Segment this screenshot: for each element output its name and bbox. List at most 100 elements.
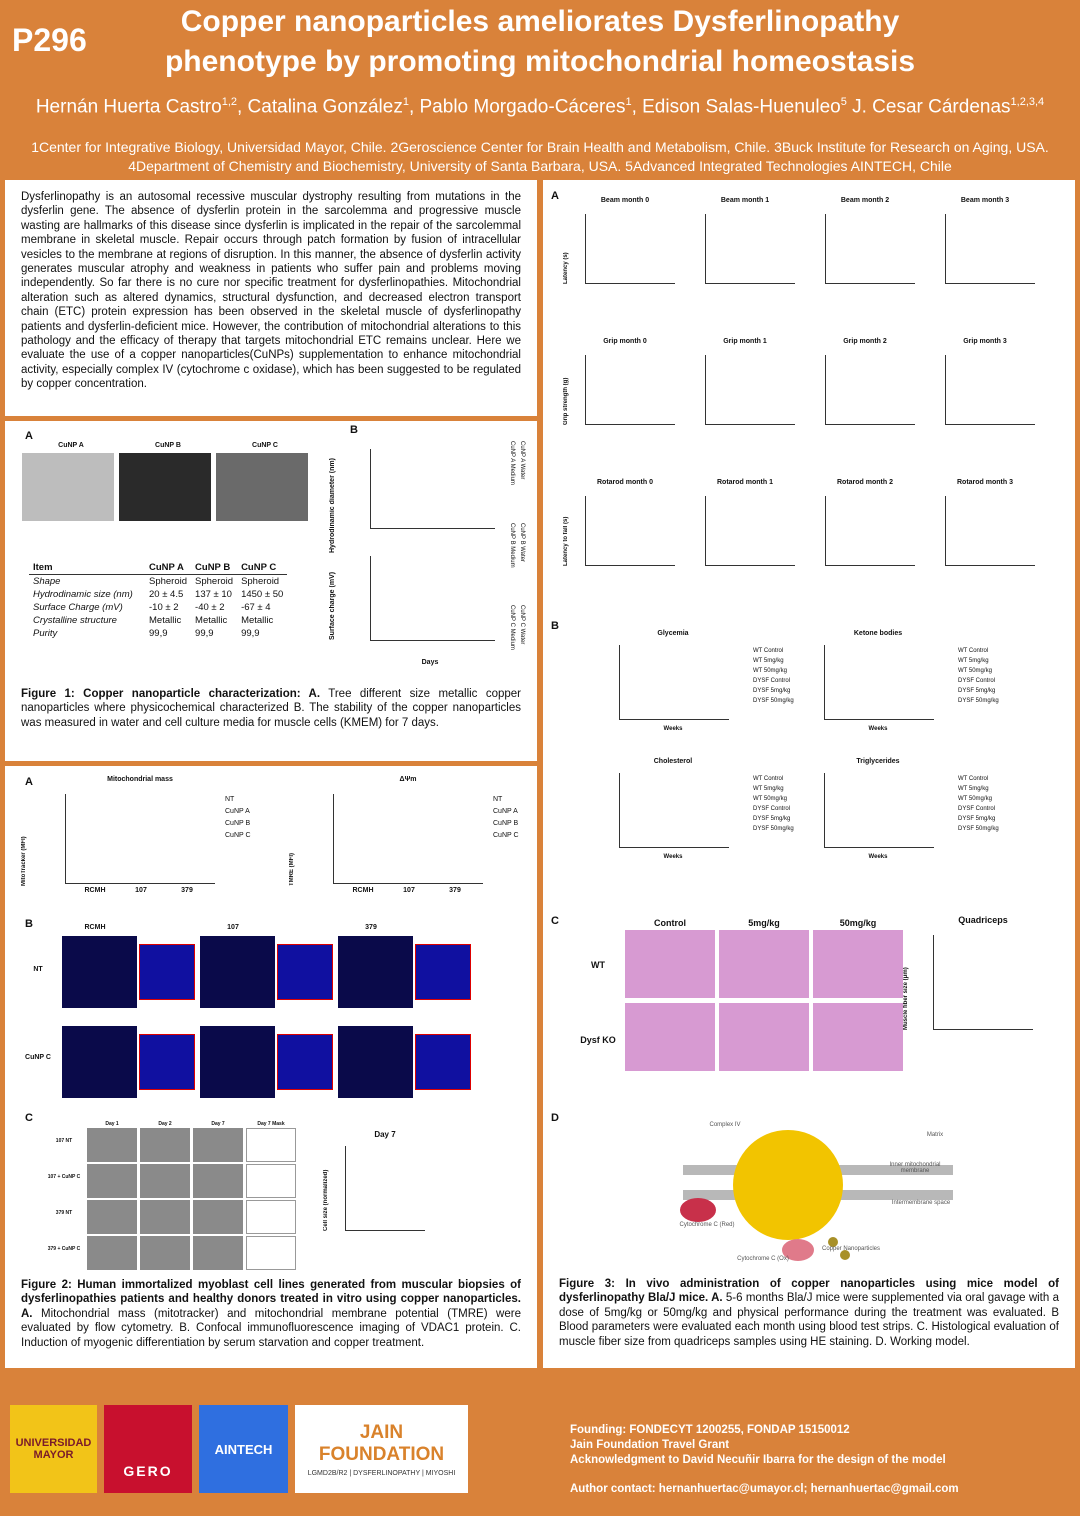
axis-label: Latency to fall (s)	[563, 516, 569, 566]
micrograph	[119, 453, 211, 521]
confocal-zoom	[415, 944, 471, 1000]
micrograph	[246, 1128, 296, 1162]
figure-caption: Figure 2: Human immortalized myoblast ce…	[21, 1278, 521, 1350]
logo: JAIN FOUNDATION LGMD2B/R2 | DYSFERLINOPA…	[295, 1405, 468, 1493]
author-name: , Pablo Morgado-Cáceres	[408, 96, 626, 118]
panel-label: B	[25, 918, 33, 930]
axis-label: Weeks	[663, 726, 683, 732]
chart-frame	[370, 556, 495, 641]
caption-text: Tree different size metallic copper nano…	[21, 688, 521, 729]
legend-entry: CuNP B	[225, 820, 251, 827]
confocal-image	[62, 936, 137, 1008]
chart-title: Beam month 2	[840, 197, 890, 204]
table-cell: 1450 ± 50	[241, 589, 284, 600]
group-label: 379	[181, 887, 193, 894]
confocal-zoom	[415, 1034, 471, 1090]
chart-frame	[825, 496, 915, 566]
table-cell: 20 ± 4.5	[149, 589, 184, 600]
table-row: Purity 99,9 99,9 99,9	[29, 627, 287, 640]
confocal-zoom	[139, 1034, 195, 1090]
author-name: Hernán Huerta Castro	[35, 96, 222, 118]
chart-title: Rotarod month 1	[717, 479, 773, 486]
confocal-image	[338, 936, 413, 1008]
micrograph	[87, 1236, 137, 1270]
legend-entry: WT 50mg/kg	[753, 668, 787, 674]
table-cell: Metallic	[195, 615, 228, 626]
logo-text: JAIN FOUNDATION	[318, 1421, 445, 1465]
micrograph	[140, 1164, 190, 1198]
legend-entry: WT 5mg/kg	[958, 786, 989, 792]
axis-label: Surface charge (mV)	[329, 571, 336, 641]
legend-entry: WT 50mg/kg	[958, 668, 992, 674]
chart-frame	[945, 496, 1035, 566]
micrograph	[193, 1128, 243, 1162]
legend-entry: WT Control	[753, 776, 784, 782]
legend-entry: WT Control	[753, 648, 784, 654]
chart-title: Cholesterol	[653, 758, 693, 765]
table-cell: Metallic	[241, 615, 274, 626]
axis-label: Cell size (normalized)	[323, 1169, 329, 1231]
axis-label: TMRE (MFI)	[289, 853, 295, 886]
axis-label: Weeks	[868, 854, 888, 860]
diagram-label: Copper Nanoparticles	[821, 1246, 881, 1252]
panel-label: B	[551, 620, 559, 632]
legend-entry: CuNP A Medium	[509, 441, 515, 485]
chart-title: Grip month 0	[603, 338, 647, 345]
column-label: Day 7 Mask	[257, 1121, 285, 1127]
confocal-image	[200, 1026, 275, 1098]
chart-frame	[705, 214, 795, 284]
diagram-label: Inner mitochondrial membrane	[889, 1162, 941, 1174]
affiliation: 4Department of Chemistry and Biochemistr…	[128, 158, 952, 174]
author-affiliation: 1,2	[221, 96, 237, 108]
legend-entry: DYSF 50mg/kg	[958, 826, 999, 832]
confocal-image	[200, 936, 275, 1008]
row-label: 107 + CuNP C	[47, 1174, 81, 1180]
axis-label: Grip strength (g)	[563, 377, 569, 425]
table-cell: 99,9	[195, 628, 214, 639]
micrograph	[87, 1200, 137, 1234]
table-header: Item	[29, 561, 145, 575]
figure1-box: A B Item CuNP A CuNP B CuNP C Shape Spheroid S…	[5, 421, 537, 761]
histology-image	[625, 1003, 715, 1071]
chart-title: Ketone bodies	[853, 630, 903, 637]
confocal-zoom	[277, 1034, 333, 1090]
chart-frame	[619, 773, 729, 848]
table-cell: -10 ± 2	[149, 602, 179, 613]
caption-text: 5-6 months Bla/J mice were supplemented …	[559, 1292, 1059, 1348]
legend-entry: DYSF 50mg/kg	[753, 698, 794, 704]
nanoparticle	[840, 1250, 850, 1260]
title-line: phenotype by promoting mitochondrial hom…	[164, 45, 916, 78]
confocal-image	[338, 1026, 413, 1098]
table-cell: Spheroid	[149, 576, 188, 587]
chart-title: Beam month 3	[960, 197, 1010, 204]
micrograph	[246, 1236, 296, 1270]
chart-title: Grip month 1	[723, 338, 767, 345]
table-cell: -67 ± 4	[241, 602, 271, 613]
confocal-zoom	[277, 944, 333, 1000]
group-label: RCMH	[352, 887, 374, 894]
complex-iv	[733, 1130, 843, 1240]
column-label: 379	[365, 924, 377, 931]
chart-frame	[824, 773, 934, 848]
chart-frame	[825, 214, 915, 284]
panel-label: A	[25, 430, 33, 442]
nanoparticle	[828, 1237, 838, 1247]
panel-label: C	[551, 915, 559, 927]
panel-label: B	[350, 424, 358, 436]
chart-title: Rotarod month 3	[957, 479, 1013, 486]
micrograph	[140, 1128, 190, 1162]
logo-tagline: LGMD2B/R2 | DYSFERLINOPATHY | MIYOSHI	[307, 1469, 456, 1477]
funding: Acknowledgment to David Necuñir Ibarra f…	[570, 1454, 946, 1466]
table-row: Surface Charge (mV) -10 ± 2 -40 ± 2 -67 ± 4	[29, 601, 287, 614]
axis-label: Latency (s)	[563, 252, 569, 284]
legend-entry: WT 5mg/kg	[958, 658, 989, 664]
chart-frame	[370, 449, 495, 529]
author-affiliation: 1,2,3,4	[1010, 96, 1045, 108]
chart-title: Glycemia	[657, 630, 689, 637]
contact: Author contact: hernanhuertac@umayor.cl;…	[570, 1483, 959, 1495]
table-header: CuNP C	[237, 561, 288, 575]
author-affiliation: 5	[840, 96, 847, 108]
legend-entry: WT Control	[958, 648, 989, 654]
micrograph	[193, 1164, 243, 1198]
